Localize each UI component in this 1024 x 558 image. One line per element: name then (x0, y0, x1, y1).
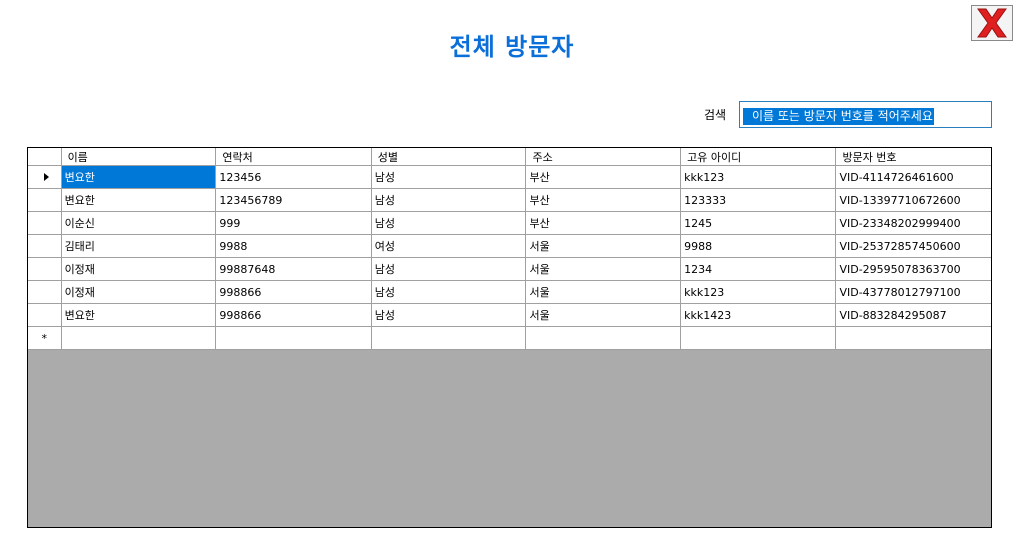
row-header-corner (28, 148, 62, 166)
cell-contact[interactable]: 123456789 (215, 188, 372, 212)
column-header-unique-id[interactable]: 고유 아이디 (680, 148, 837, 166)
search-label: 검색 (704, 108, 727, 122)
row-header[interactable] (28, 234, 62, 258)
search-input[interactable]: 이름 또는 방문자 번호를 적어주세요 (739, 101, 992, 128)
cell-contact[interactable]: 99887648 (215, 257, 372, 281)
cell-unique-id[interactable]: kkk123 (680, 165, 837, 189)
cell-address[interactable]: 부산 (525, 211, 682, 235)
row-header[interactable] (28, 188, 62, 212)
cell-visitor-number[interactable]: VID-23348202999400 (835, 211, 991, 235)
row-header[interactable] (28, 211, 62, 235)
row-header[interactable] (28, 165, 62, 189)
cell-visitor-number[interactable]: VID-4114726461600 (835, 165, 991, 189)
cell-unique-id[interactable]: 9988 (680, 234, 837, 258)
cell-unique-id[interactable]: 1245 (680, 211, 837, 235)
cell-address[interactable]: 부산 (525, 188, 682, 212)
new-cell-contact[interactable] (215, 326, 372, 350)
cell-unique-id[interactable]: kkk123 (680, 280, 837, 304)
cell-gender[interactable]: 남성 (371, 303, 527, 327)
cell-address[interactable]: 서울 (525, 234, 682, 258)
table-row[interactable]: 이순신 999 남성 부산 1245 VID-23348202999400 (28, 211, 991, 235)
new-cell-visitor-number[interactable] (835, 326, 991, 350)
new-cell-address[interactable] (525, 326, 682, 350)
new-cell-unique-id[interactable] (680, 326, 837, 350)
search-input-text: 이름 또는 방문자 번호를 적어주세요 (743, 108, 934, 125)
close-button[interactable] (971, 5, 1013, 41)
table-row[interactable]: 이정재 99887648 남성 서울 1234 VID-295950783637… (28, 257, 991, 281)
row-header[interactable] (28, 303, 62, 327)
visitor-table: 이름 연락처 성별 주소 고유 아이디 방문자 번호 변요한 123456 남성… (28, 148, 991, 350)
page-title: 전체 방문자 (449, 33, 575, 61)
new-cell-name[interactable] (61, 326, 217, 350)
cell-contact[interactable]: 998866 (215, 280, 372, 304)
cell-gender[interactable]: 남성 (371, 188, 527, 212)
cell-visitor-number[interactable]: VID-29595078363700 (835, 257, 991, 281)
cell-name[interactable]: 김태리 (61, 234, 217, 258)
cell-gender[interactable]: 여성 (371, 234, 527, 258)
row-header[interactable] (28, 257, 62, 281)
table-row[interactable]: 김태리 9988 여성 서울 9988 VID-25372857450600 (28, 234, 991, 258)
cell-contact[interactable]: 998866 (215, 303, 372, 327)
cell-address[interactable]: 서울 (525, 257, 682, 281)
cell-gender[interactable]: 남성 (371, 165, 527, 189)
cell-name[interactable]: 변요한 (61, 165, 217, 189)
cell-contact[interactable]: 9988 (215, 234, 372, 258)
column-header-gender[interactable]: 성별 (371, 148, 527, 166)
table-row[interactable]: 변요한 123456 남성 부산 kkk123 VID-411472646160… (28, 165, 991, 189)
header-row: 이름 연락처 성별 주소 고유 아이디 방문자 번호 (28, 148, 991, 166)
cell-gender[interactable]: 남성 (371, 211, 527, 235)
table-row[interactable]: 변요한 123456789 남성 부산 123333 VID-133977106… (28, 188, 991, 212)
new-row-marker: * (41, 331, 48, 345)
cell-contact[interactable]: 123456 (215, 165, 372, 189)
cell-visitor-number[interactable]: VID-13397710672600 (835, 188, 991, 212)
close-x-icon (977, 8, 1007, 38)
cell-gender[interactable]: 남성 (371, 280, 527, 304)
new-row-header[interactable]: * (28, 326, 62, 350)
column-header-name[interactable]: 이름 (61, 148, 217, 166)
cell-unique-id[interactable]: 123333 (680, 188, 837, 212)
new-row[interactable]: * (28, 326, 991, 350)
column-header-address[interactable]: 주소 (525, 148, 682, 166)
cell-address[interactable]: 서울 (525, 303, 682, 327)
cell-address[interactable]: 서울 (525, 280, 682, 304)
cell-contact[interactable]: 999 (215, 211, 372, 235)
cell-unique-id[interactable]: 1234 (680, 257, 837, 281)
new-cell-gender[interactable] (371, 326, 527, 350)
cell-name[interactable]: 이정재 (61, 280, 217, 304)
table-row[interactable]: 변요한 998866 남성 서울 kkk1423 VID-88328429508… (28, 303, 991, 327)
current-row-arrow-icon (43, 172, 49, 181)
cell-visitor-number[interactable]: VID-883284295087 (835, 303, 991, 327)
table-row[interactable]: 이정재 998866 남성 서울 kkk123 VID-437780127971… (28, 280, 991, 304)
visitor-grid[interactable]: 이름 연락처 성별 주소 고유 아이디 방문자 번호 변요한 123456 남성… (27, 147, 992, 528)
cell-name[interactable]: 이순신 (61, 211, 217, 235)
column-header-visitor-number[interactable]: 방문자 번호 (835, 148, 991, 166)
cell-name[interactable]: 변요한 (61, 188, 217, 212)
cell-gender[interactable]: 남성 (371, 257, 527, 281)
row-header[interactable] (28, 280, 62, 304)
column-header-contact[interactable]: 연락처 (215, 148, 372, 166)
cell-name[interactable]: 이정재 (61, 257, 217, 281)
cell-visitor-number[interactable]: VID-25372857450600 (835, 234, 991, 258)
cell-name[interactable]: 변요한 (61, 303, 217, 327)
cell-address[interactable]: 부산 (525, 165, 682, 189)
cell-unique-id[interactable]: kkk1423 (680, 303, 837, 327)
cell-visitor-number[interactable]: VID-43778012797100 (835, 280, 991, 304)
